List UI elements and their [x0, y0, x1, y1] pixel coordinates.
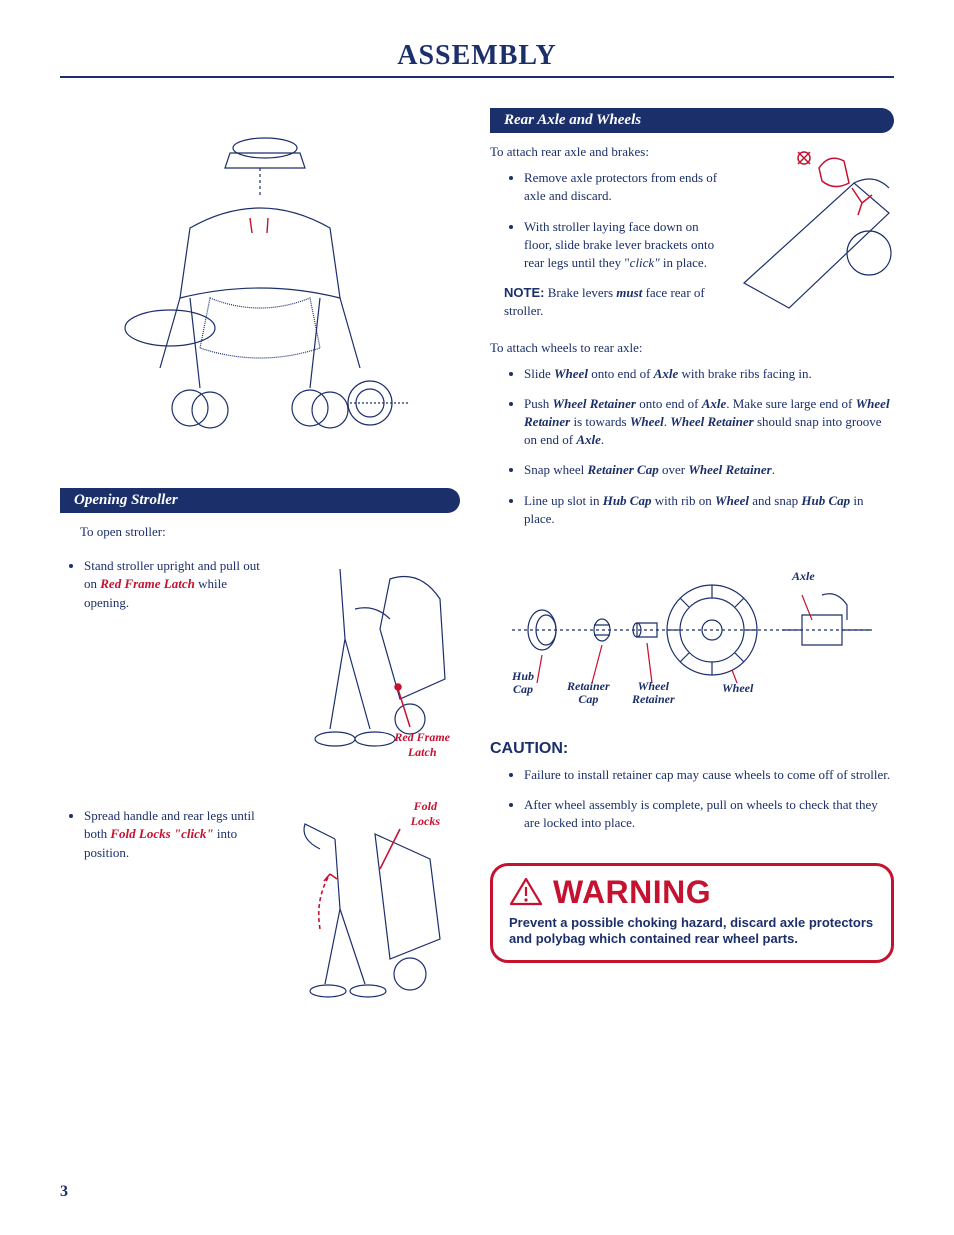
wheel-assembly-illustration: HubCap RetainerCap WheelRetainer Wheel A…: [502, 540, 882, 720]
axle-bullet-1: Remove axle protectors from ends of axle…: [524, 169, 724, 205]
t: Hub Cap: [603, 493, 652, 508]
t: Wheel Retainer: [670, 414, 753, 429]
t: with brake ribs facing in.: [678, 366, 812, 381]
caption: Latch: [408, 745, 437, 759]
t: Axle: [702, 396, 727, 411]
opening-stroller-illustration: Red Frame Latch: [280, 549, 460, 759]
caution-1: Failure to install retainer cap may caus…: [524, 766, 894, 784]
t: Retainer Cap: [588, 462, 659, 477]
t: is towards: [570, 414, 630, 429]
wheel-bullet-4: Line up slot in Hub Cap with rib on Whee…: [524, 492, 894, 528]
left-column: Opening Stroller To open stroller: Stand…: [60, 108, 460, 999]
right-column: Rear Axle and Wheels To attach rear axle…: [490, 108, 894, 999]
stroller-exploded-illustration: [95, 108, 425, 458]
wheel-bullet-3: Snap wheel Retainer Cap over Wheel Retai…: [524, 461, 894, 479]
open-bullet-1: Stand stroller upright and pull out on R…: [84, 557, 270, 612]
t: Push: [524, 396, 553, 411]
caution-heading: CAUTION:: [490, 740, 894, 758]
t: Wheel Retainer: [553, 396, 636, 411]
two-column-layout: Opening Stroller To open stroller: Stand…: [60, 108, 894, 999]
text: in place.: [660, 255, 707, 270]
label-hub-cap: HubCap: [512, 670, 534, 696]
t: Wheel Retainer: [688, 462, 771, 477]
axle-bullet-2: With stroller laying face down on floor,…: [524, 218, 724, 273]
t: Wheel: [554, 366, 588, 381]
open-intro: To open stroller:: [60, 523, 460, 541]
t: Wheel: [715, 493, 749, 508]
opening-stroller-header: Opening Stroller: [60, 488, 460, 513]
wheel-bullet-2: Push Wheel Retainer onto end of Axle. Ma…: [524, 395, 894, 450]
rear-axle-header: Rear Axle and Wheels: [490, 108, 894, 133]
t: with rib on: [651, 493, 715, 508]
t: . Make sure large end of: [726, 396, 855, 411]
caption: Fold: [414, 799, 437, 813]
t: onto end of: [636, 396, 702, 411]
t: over: [659, 462, 689, 477]
label-wheel-retainer: WheelRetainer: [632, 680, 675, 706]
t: Axle: [576, 432, 601, 447]
fold-locks-illustration: Fold Locks: [280, 799, 460, 999]
open-bullet-2: Spread handle and rear legs until both F…: [84, 807, 270, 862]
wheel-bullet-1: Slide Wheel onto end of Axle with brake …: [524, 365, 894, 383]
label-retainer-cap: RetainerCap: [567, 680, 610, 706]
t: .: [601, 432, 604, 447]
t: Line up slot in: [524, 493, 603, 508]
t: Wheel: [630, 414, 664, 429]
warning-box: WARNING Prevent a possible choking hazar…: [490, 863, 894, 964]
warning-triangle-icon: [509, 877, 543, 907]
t: .: [772, 462, 775, 477]
brake-install-illustration: [734, 143, 894, 313]
text: Brake levers: [544, 285, 616, 300]
page-title: ASSEMBLY: [60, 40, 894, 78]
axle-intro-2: To attach wheels to rear axle:: [490, 339, 894, 357]
brake-note: NOTE: Brake levers must face rear of str…: [490, 284, 724, 320]
must-em: must: [616, 285, 642, 300]
t: onto end of: [588, 366, 654, 381]
label-wheel: Wheel: [722, 682, 753, 695]
click-em: click": [630, 255, 660, 270]
page-number: 3: [60, 1183, 68, 1201]
fold-locks-em: Fold Locks "click": [110, 826, 213, 841]
t: Axle: [654, 366, 679, 381]
warning-body: Prevent a possible choking hazard, disca…: [509, 915, 875, 949]
red-frame-latch-em: Red Frame Latch: [100, 576, 195, 591]
t: Slide: [524, 366, 554, 381]
warning-title: WARNING: [553, 874, 711, 911]
t: Hub Cap: [801, 493, 850, 508]
t: and snap: [749, 493, 801, 508]
label-axle: Axle: [792, 570, 815, 583]
note-label: NOTE:: [504, 285, 544, 300]
caption: Locks: [411, 814, 440, 828]
axle-intro-1: To attach rear axle and brakes:: [490, 143, 724, 161]
caption: Red Frame: [394, 730, 450, 744]
t: Snap wheel: [524, 462, 588, 477]
caution-2: After wheel assembly is complete, pull o…: [524, 796, 894, 832]
